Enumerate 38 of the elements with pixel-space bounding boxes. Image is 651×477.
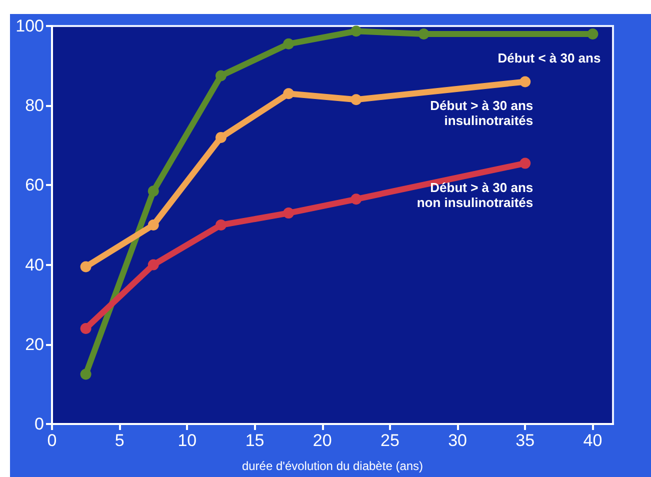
- y-tick-label: 0: [34, 414, 44, 434]
- point: [80, 368, 92, 380]
- point: [215, 132, 226, 143]
- series-label: Début < à 30 ans: [498, 50, 601, 66]
- point: [283, 208, 294, 219]
- point: [520, 76, 531, 88]
- point: [215, 220, 226, 230]
- point: [520, 158, 531, 169]
- point: [148, 220, 159, 230]
- y-tick-label: 20: [25, 334, 44, 354]
- x-tick-label: 20: [312, 431, 332, 450]
- x-tick-label: 10: [178, 431, 197, 450]
- y-tick-label: 80: [25, 96, 44, 116]
- x-tick-label: 30: [448, 431, 468, 450]
- x-tick-label: 0: [47, 431, 57, 450]
- point: [148, 259, 159, 270]
- x-tick-label: 15: [245, 431, 264, 450]
- point: [350, 26, 362, 37]
- point: [215, 70, 226, 82]
- x-tick-label: 35: [516, 431, 535, 450]
- point: [350, 94, 362, 106]
- x-tick-label: 40: [583, 431, 602, 450]
- point: [80, 261, 92, 272]
- series-label: Début > à 30 ans non insulinotraités: [416, 180, 534, 210]
- y-tick-label: 100: [16, 16, 44, 36]
- point: [418, 28, 430, 40]
- y-tick-label: 40: [25, 255, 44, 274]
- point: [148, 186, 159, 197]
- point: [283, 88, 294, 100]
- point: [587, 28, 598, 40]
- point: [80, 322, 92, 334]
- x-tick-label: 25: [380, 431, 400, 450]
- x-axis-title: durée d'évolution du diabète (ans): [242, 459, 424, 473]
- y-tick-label: 60: [25, 176, 44, 195]
- x-tick-label: 5: [114, 431, 124, 450]
- point: [283, 38, 294, 50]
- series-label: Début > à 30 ans insulinotraités: [430, 98, 534, 128]
- point: [350, 194, 362, 205]
